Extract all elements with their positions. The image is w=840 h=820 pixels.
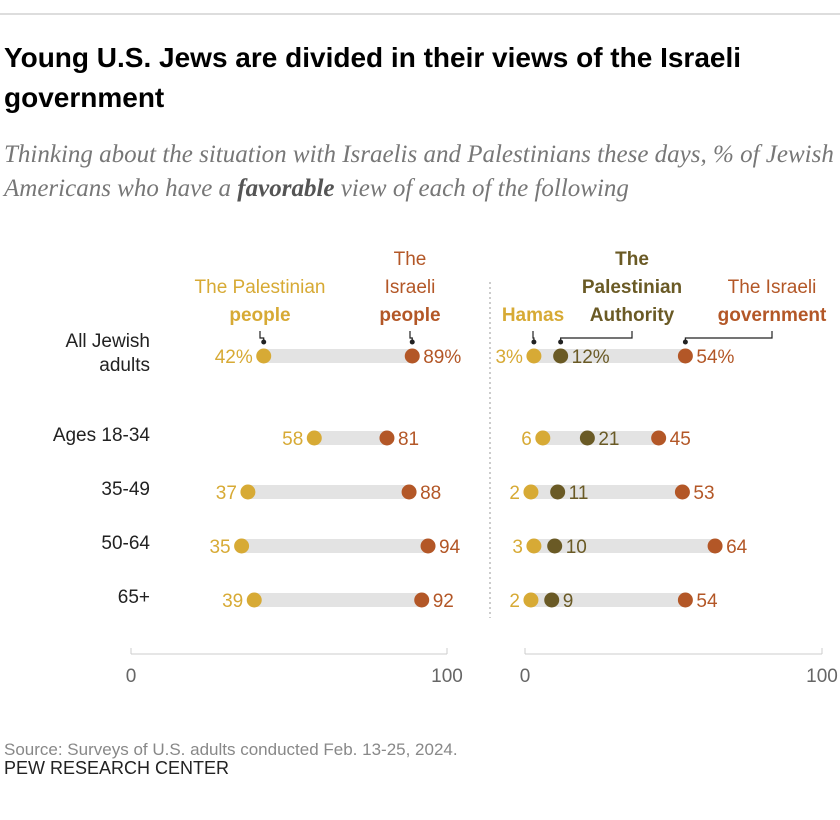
category-label: 50-64 bbox=[101, 533, 150, 554]
dot bbox=[420, 538, 436, 554]
legend-label: Hamas bbox=[501, 305, 565, 326]
value-label: 11 bbox=[569, 483, 589, 504]
dot bbox=[401, 484, 417, 500]
value-label: 92 bbox=[433, 591, 454, 612]
connector-dot bbox=[531, 339, 537, 345]
legend-label: The Israeli government bbox=[717, 277, 827, 326]
dot bbox=[707, 538, 723, 554]
value-label: 39 bbox=[222, 591, 243, 612]
value-label: 9 bbox=[563, 591, 574, 612]
dot bbox=[306, 430, 322, 446]
connector-dot bbox=[409, 339, 415, 345]
legend-label: The Israeli people bbox=[379, 249, 441, 326]
category-label: Ages 18-34 bbox=[52, 425, 150, 446]
dot bbox=[523, 592, 539, 608]
value-label: 88 bbox=[420, 483, 441, 504]
value-label: 6 bbox=[521, 429, 532, 450]
dot bbox=[579, 430, 595, 446]
value-label: 3 bbox=[512, 537, 523, 558]
value-label: 2 bbox=[509, 591, 520, 612]
x-tick-label: 100 bbox=[806, 666, 838, 687]
value-label: 45 bbox=[670, 429, 691, 450]
dot bbox=[414, 592, 430, 608]
dot bbox=[550, 484, 566, 500]
dot bbox=[526, 538, 542, 554]
value-label: 53 bbox=[693, 483, 714, 504]
dot bbox=[544, 592, 560, 608]
value-label: 81 bbox=[398, 429, 419, 450]
value-label: 2 bbox=[509, 483, 520, 504]
dot bbox=[535, 430, 551, 446]
value-label: 3% bbox=[495, 347, 523, 368]
legend-connector bbox=[560, 331, 633, 344]
dot bbox=[256, 348, 272, 364]
value-label: 58 bbox=[282, 429, 303, 450]
dot bbox=[526, 348, 542, 364]
source: Source: Surveys of U.S. adults conducted… bbox=[4, 740, 458, 759]
chart-title: Young U.S. Jews are divided in their vie… bbox=[4, 42, 742, 113]
value-label: 35 bbox=[209, 537, 230, 558]
value-label: 54 bbox=[696, 591, 718, 612]
dot bbox=[674, 484, 690, 500]
category-label: 35-49 bbox=[101, 479, 150, 500]
dot bbox=[234, 538, 250, 554]
dot bbox=[651, 430, 667, 446]
x-tick-label: 0 bbox=[125, 666, 137, 687]
connector-dot bbox=[261, 339, 267, 345]
value-label: 10 bbox=[566, 537, 587, 558]
value-label: 64 bbox=[726, 537, 748, 558]
chart-subtitle: Thinking about the situation with Israel… bbox=[4, 141, 834, 202]
dot bbox=[246, 592, 262, 608]
dot bbox=[404, 348, 420, 364]
dot bbox=[240, 484, 256, 500]
dot bbox=[677, 348, 693, 364]
x-tick-label: 100 bbox=[431, 666, 463, 687]
dot bbox=[379, 430, 395, 446]
dot bbox=[677, 592, 693, 608]
footer: PEW RESEARCH CENTER bbox=[4, 758, 230, 778]
value-label: 89% bbox=[423, 347, 461, 368]
value-label: 94 bbox=[439, 537, 461, 558]
value-label: 42% bbox=[215, 347, 253, 368]
dot bbox=[547, 538, 563, 554]
value-label: 54% bbox=[696, 347, 734, 368]
x-tick-label: 0 bbox=[519, 666, 531, 687]
legend-connector bbox=[684, 331, 773, 344]
legend-label: The Palestinian Authority bbox=[581, 249, 683, 326]
connector-dot bbox=[682, 339, 688, 345]
connector-dot bbox=[558, 339, 564, 345]
value-label: 12% bbox=[572, 347, 610, 368]
legend-label: The Palestinian people bbox=[194, 277, 326, 326]
dot bbox=[523, 484, 539, 500]
category-label: 65+ bbox=[117, 587, 150, 608]
value-label: 37 bbox=[216, 483, 237, 504]
category-label: All Jewish adults bbox=[65, 331, 150, 376]
dot bbox=[553, 348, 569, 364]
value-label: 21 bbox=[598, 429, 619, 450]
